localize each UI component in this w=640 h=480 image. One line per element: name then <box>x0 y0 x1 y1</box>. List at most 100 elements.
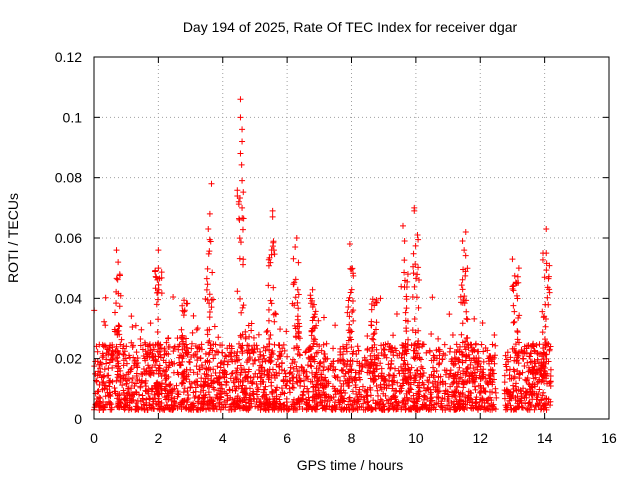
data-point <box>210 296 217 303</box>
data-point <box>461 293 468 300</box>
data-point <box>372 326 379 333</box>
data-point <box>286 385 293 392</box>
data-point <box>291 345 298 352</box>
data-point <box>358 393 365 400</box>
data-point <box>237 239 244 246</box>
data-point <box>217 360 224 367</box>
data-point <box>511 318 518 325</box>
data-point <box>205 250 212 257</box>
data-point <box>401 277 408 284</box>
data-point <box>284 353 291 360</box>
data-point <box>412 377 419 384</box>
data-point <box>414 404 421 411</box>
data-point <box>412 242 419 249</box>
data-point <box>457 343 464 350</box>
data-point <box>463 352 470 359</box>
data-point <box>491 331 498 338</box>
data-point <box>463 297 470 304</box>
data-point <box>415 236 422 243</box>
data-point <box>486 402 493 409</box>
data-point <box>484 347 491 354</box>
data-point <box>504 349 511 356</box>
data-point <box>273 386 280 393</box>
data-point <box>320 341 327 348</box>
data-point <box>278 385 285 392</box>
data-point <box>385 382 392 389</box>
data-point <box>206 210 213 217</box>
data-point <box>179 338 186 345</box>
data-point <box>98 361 105 368</box>
data-point <box>120 362 127 369</box>
data-point <box>124 385 131 392</box>
data-point <box>372 299 379 306</box>
data-point <box>145 362 152 369</box>
data-point <box>436 348 443 355</box>
data-point <box>154 384 161 391</box>
data-point <box>179 334 186 341</box>
data-point <box>387 365 394 372</box>
data-point <box>222 353 229 360</box>
data-point <box>183 341 190 348</box>
data-point <box>334 374 341 381</box>
data-point <box>359 383 366 390</box>
data-point <box>515 398 522 405</box>
data-point <box>394 379 401 386</box>
data-point <box>196 345 203 352</box>
data-point <box>452 371 459 378</box>
data-point <box>113 247 120 254</box>
data-point <box>102 393 109 400</box>
data-point <box>451 354 458 361</box>
data-point <box>100 374 107 381</box>
data-point <box>360 406 367 413</box>
data-point <box>527 359 534 366</box>
data-point <box>370 397 377 404</box>
data-point <box>204 281 211 288</box>
data-point <box>389 385 396 392</box>
data-point <box>291 302 298 309</box>
data-point <box>266 341 273 347</box>
data-point <box>239 348 246 355</box>
data-point <box>343 348 350 355</box>
data-point <box>342 377 349 384</box>
data-point <box>107 357 114 364</box>
data-point <box>240 189 247 196</box>
data-point <box>531 390 538 397</box>
data-point <box>118 336 125 343</box>
data-point <box>540 345 547 352</box>
data-point <box>341 361 348 368</box>
data-point <box>174 404 181 411</box>
data-point <box>217 381 224 388</box>
data-point <box>302 373 309 380</box>
data-point <box>214 395 221 402</box>
data-point <box>319 392 326 399</box>
data-point <box>193 378 200 385</box>
data-point <box>356 367 363 374</box>
data-point <box>411 342 418 349</box>
data-point <box>502 361 509 368</box>
data-point <box>340 387 347 394</box>
data-point <box>338 404 345 411</box>
data-point <box>115 360 122 367</box>
data-point <box>350 270 357 277</box>
data-point <box>267 297 274 304</box>
data-point <box>516 312 523 319</box>
data-point <box>210 366 217 373</box>
data-point <box>178 352 185 359</box>
data-point <box>513 406 520 413</box>
data-point <box>270 311 277 318</box>
data-point <box>320 364 327 371</box>
data-point <box>181 345 188 352</box>
data-point <box>386 405 393 412</box>
data-point <box>472 400 479 407</box>
data-point <box>311 311 318 318</box>
data-point <box>463 315 470 322</box>
data-point <box>367 352 374 359</box>
data-point <box>203 275 210 282</box>
data-point <box>232 387 239 394</box>
data-point <box>545 273 552 280</box>
data-point <box>524 376 531 383</box>
data-point <box>346 241 353 248</box>
data-point <box>240 261 247 268</box>
data-point <box>381 347 388 354</box>
data-point <box>534 394 541 401</box>
